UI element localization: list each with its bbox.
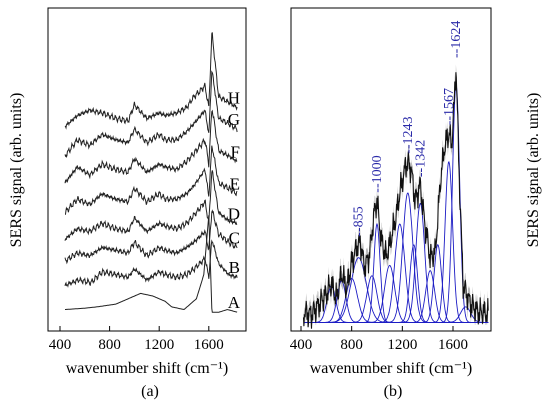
panel-a-series-D — [64, 170, 238, 241]
panel-a-series-label-B: B — [229, 258, 240, 277]
panel-a-series-label-F: F — [231, 142, 240, 161]
panel-b-peak-label-1342: --1342 — [413, 140, 428, 177]
panel-b-peak-label-1624: --1624 — [449, 21, 464, 58]
panel-a-series-E — [65, 145, 238, 215]
panel-a-caption: (a) — [141, 383, 159, 400]
panel-a-series-label-A: A — [228, 293, 241, 312]
panel-b-peak-label-1567: --1567 — [442, 88, 457, 125]
panel-a-series-label-D: D — [228, 204, 240, 223]
panel-a-series-label-G: G — [228, 110, 240, 129]
panel-a-xlabel: wavenumber shift (cm⁻¹) — [66, 360, 229, 377]
panel-b-frame — [290, 7, 492, 332]
panel-b-peak-label-1000: --1000 — [370, 155, 385, 192]
panel-a-series-label-H: H — [228, 89, 240, 108]
panel-b-measured-line — [302, 72, 489, 329]
panel-b-xtick-label-400: 400 — [290, 337, 313, 353]
panel-a-series-C — [64, 209, 238, 265]
panel-a-xtick-label-1200: 1200 — [144, 337, 174, 353]
panel-a-series-B — [64, 239, 238, 288]
panel-b-peak-label-1243: --1243 — [401, 116, 416, 153]
panel-b-component-1700 — [303, 306, 489, 323]
panel-a-xtick-label-400: 400 — [49, 337, 72, 353]
panel-b-ylabel: SERS signal (arb. units) — [525, 93, 542, 248]
panel-a-xtick-label-800: 800 — [98, 337, 121, 353]
panel-b-xtick-label-1200: 1200 — [387, 337, 417, 353]
panel-a-ylabel: SERS signal (arb. units) — [8, 93, 25, 248]
panel-a-xtick-label-1600: 1600 — [194, 337, 224, 353]
panel-b-peak-label-855: --855 — [352, 206, 367, 236]
panel-a-series-G — [64, 70, 238, 158]
panel-a-series-H — [64, 32, 238, 130]
panel-b: 400 800 1200 1600 --855--1000 --1243--1342 --1… — [290, 21, 489, 353]
panel-a-series-label-E: E — [230, 175, 240, 194]
panel-a-series-label-C: C — [229, 229, 240, 248]
panel-b-xtick-label-800: 800 — [340, 337, 363, 353]
panel-a-series-F — [64, 109, 238, 184]
panel-b-xtick-label-1600: 1600 — [438, 337, 468, 353]
panel-b-caption: (b) — [384, 383, 403, 400]
panel-b-xlabel: wavenumber shift (cm⁻¹) — [310, 360, 473, 377]
panel-a-frame — [47, 7, 247, 332]
